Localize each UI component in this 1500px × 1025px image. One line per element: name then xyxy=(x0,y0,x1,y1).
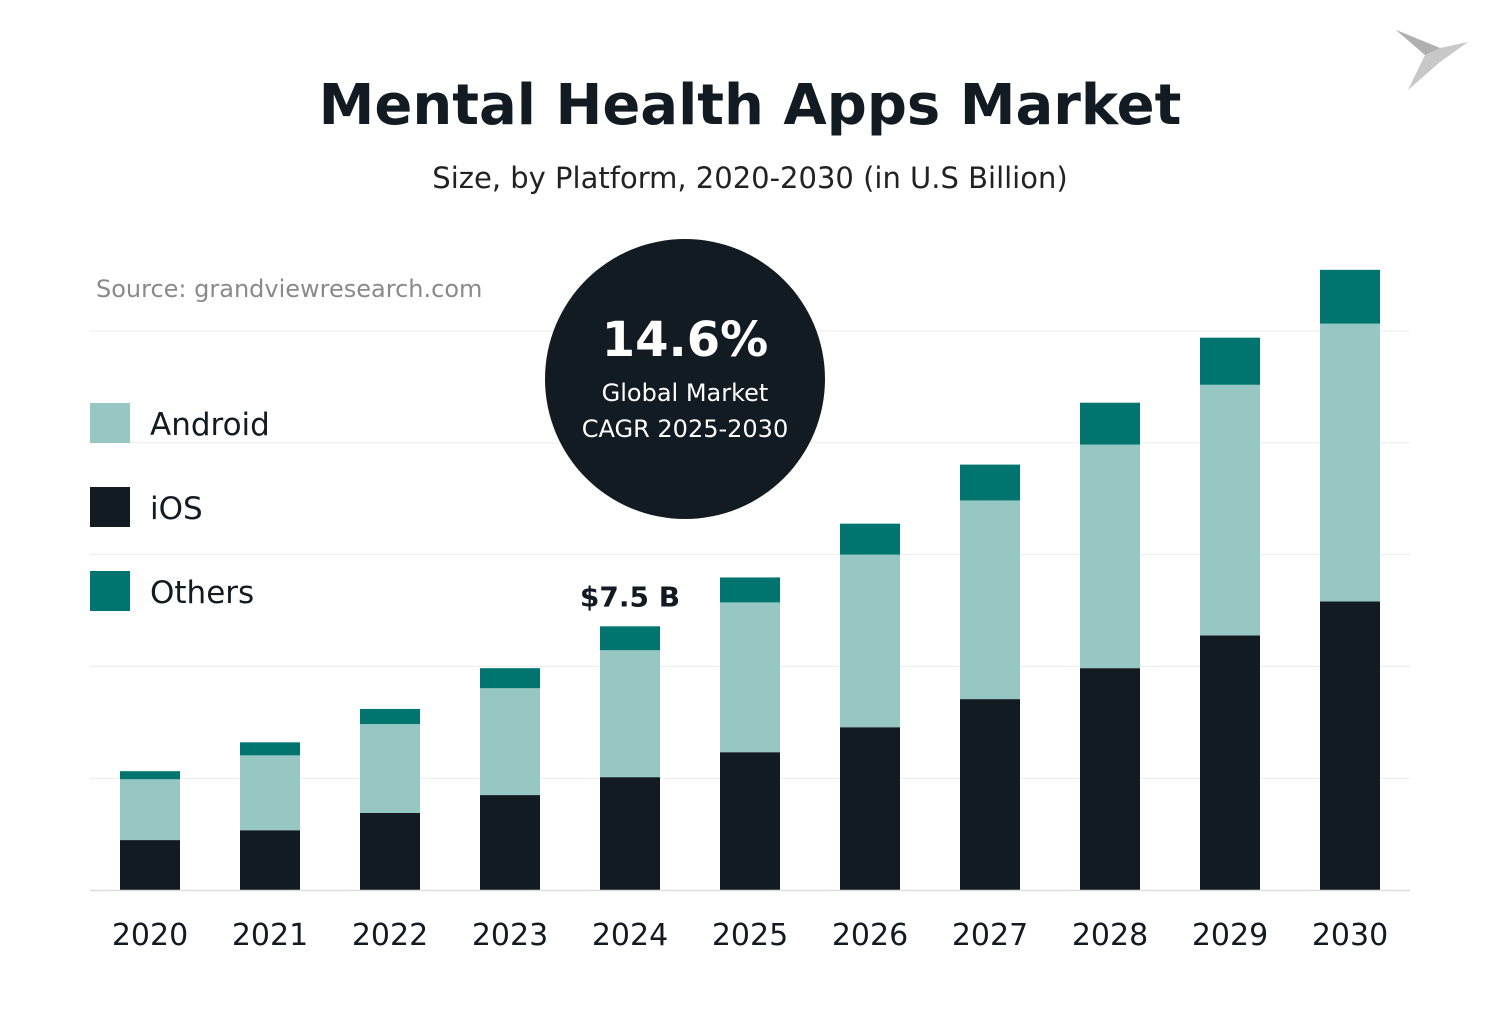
bar-others-2020 xyxy=(120,771,180,780)
bar-android-2025 xyxy=(720,602,780,753)
bar-android-2026 xyxy=(840,554,900,728)
x-tick-label: 2024 xyxy=(592,918,668,953)
x-tick-label: 2028 xyxy=(1072,918,1148,953)
x-tick-label: 2030 xyxy=(1312,918,1388,953)
cagr-line1: Global Market xyxy=(602,379,769,407)
x-tick-label: 2021 xyxy=(232,918,308,953)
bar-ios-2025 xyxy=(720,752,780,890)
bar-android-2030 xyxy=(1320,323,1380,602)
cagr-line2: CAGR 2025-2030 xyxy=(582,415,788,443)
source-label: Source: grandviewresearch.com xyxy=(96,275,482,303)
bar-android-2022 xyxy=(360,724,420,814)
bar-android-2021 xyxy=(240,755,300,831)
bar-others-2026 xyxy=(840,523,900,555)
legend-swatch-others xyxy=(90,571,130,611)
bar-android-2024 xyxy=(600,650,660,778)
bar-android-2028 xyxy=(1080,444,1140,669)
bar-ios-2026 xyxy=(840,727,900,890)
logo-bird-icon xyxy=(1396,30,1468,90)
bar-others-2022 xyxy=(360,708,420,725)
bar-ios-2024 xyxy=(600,777,660,890)
bar-ios-2030 xyxy=(1320,601,1380,890)
x-tick-label: 2023 xyxy=(472,918,548,953)
bar-others-2024 xyxy=(600,626,660,651)
x-tick-label: 2026 xyxy=(832,918,908,953)
bar-others-2021 xyxy=(240,742,300,756)
bar-ios-2022 xyxy=(360,813,420,890)
cagr-callout: 14.6% Global Market CAGR 2025-2030 xyxy=(545,239,825,519)
bar-others-2027 xyxy=(960,464,1020,501)
bar-ios-2028 xyxy=(1080,668,1140,890)
legend: Android iOS Others xyxy=(90,403,270,611)
chart-title: Mental Health Apps Market xyxy=(319,73,1182,138)
bar-android-2027 xyxy=(960,500,1020,700)
bar-others-2023 xyxy=(480,668,540,689)
bar-others-2030 xyxy=(1320,269,1380,324)
bar-android-2020 xyxy=(120,779,180,841)
bar-annotation-2024: $7.5 B xyxy=(580,580,680,613)
bar-others-2025 xyxy=(720,577,780,603)
x-tick-label: 2025 xyxy=(712,918,788,953)
legend-swatch-ios xyxy=(90,487,130,527)
legend-label-android: Android xyxy=(150,407,270,443)
legend-label-others: Others xyxy=(150,575,254,611)
legend-swatch-android xyxy=(90,403,130,443)
bar-ios-2023 xyxy=(480,795,540,890)
x-tick-label: 2020 xyxy=(112,918,188,953)
bar-android-2029 xyxy=(1200,384,1260,636)
x-tick-label: 2027 xyxy=(952,918,1028,953)
cagr-value: 14.6% xyxy=(602,312,769,368)
bar-ios-2021 xyxy=(240,830,300,890)
bar-android-2023 xyxy=(480,688,540,796)
bar-others-2029 xyxy=(1200,337,1260,385)
x-tick-label: 2029 xyxy=(1192,918,1268,953)
chart-subtitle: Size, by Platform, 2020-2030 (in U.S Bil… xyxy=(432,161,1067,195)
bars xyxy=(120,269,1380,890)
bar-others-2028 xyxy=(1080,402,1140,445)
bar-ios-2029 xyxy=(1200,635,1260,890)
x-tick-label: 2022 xyxy=(352,918,428,953)
legend-label-ios: iOS xyxy=(150,491,203,527)
bar-ios-2020 xyxy=(120,840,180,890)
bar-ios-2027 xyxy=(960,699,1020,890)
x-tick-labels: 2020 2021 2022 2023 2024 2025 2026 2027 2028 2029… xyxy=(112,918,1388,953)
